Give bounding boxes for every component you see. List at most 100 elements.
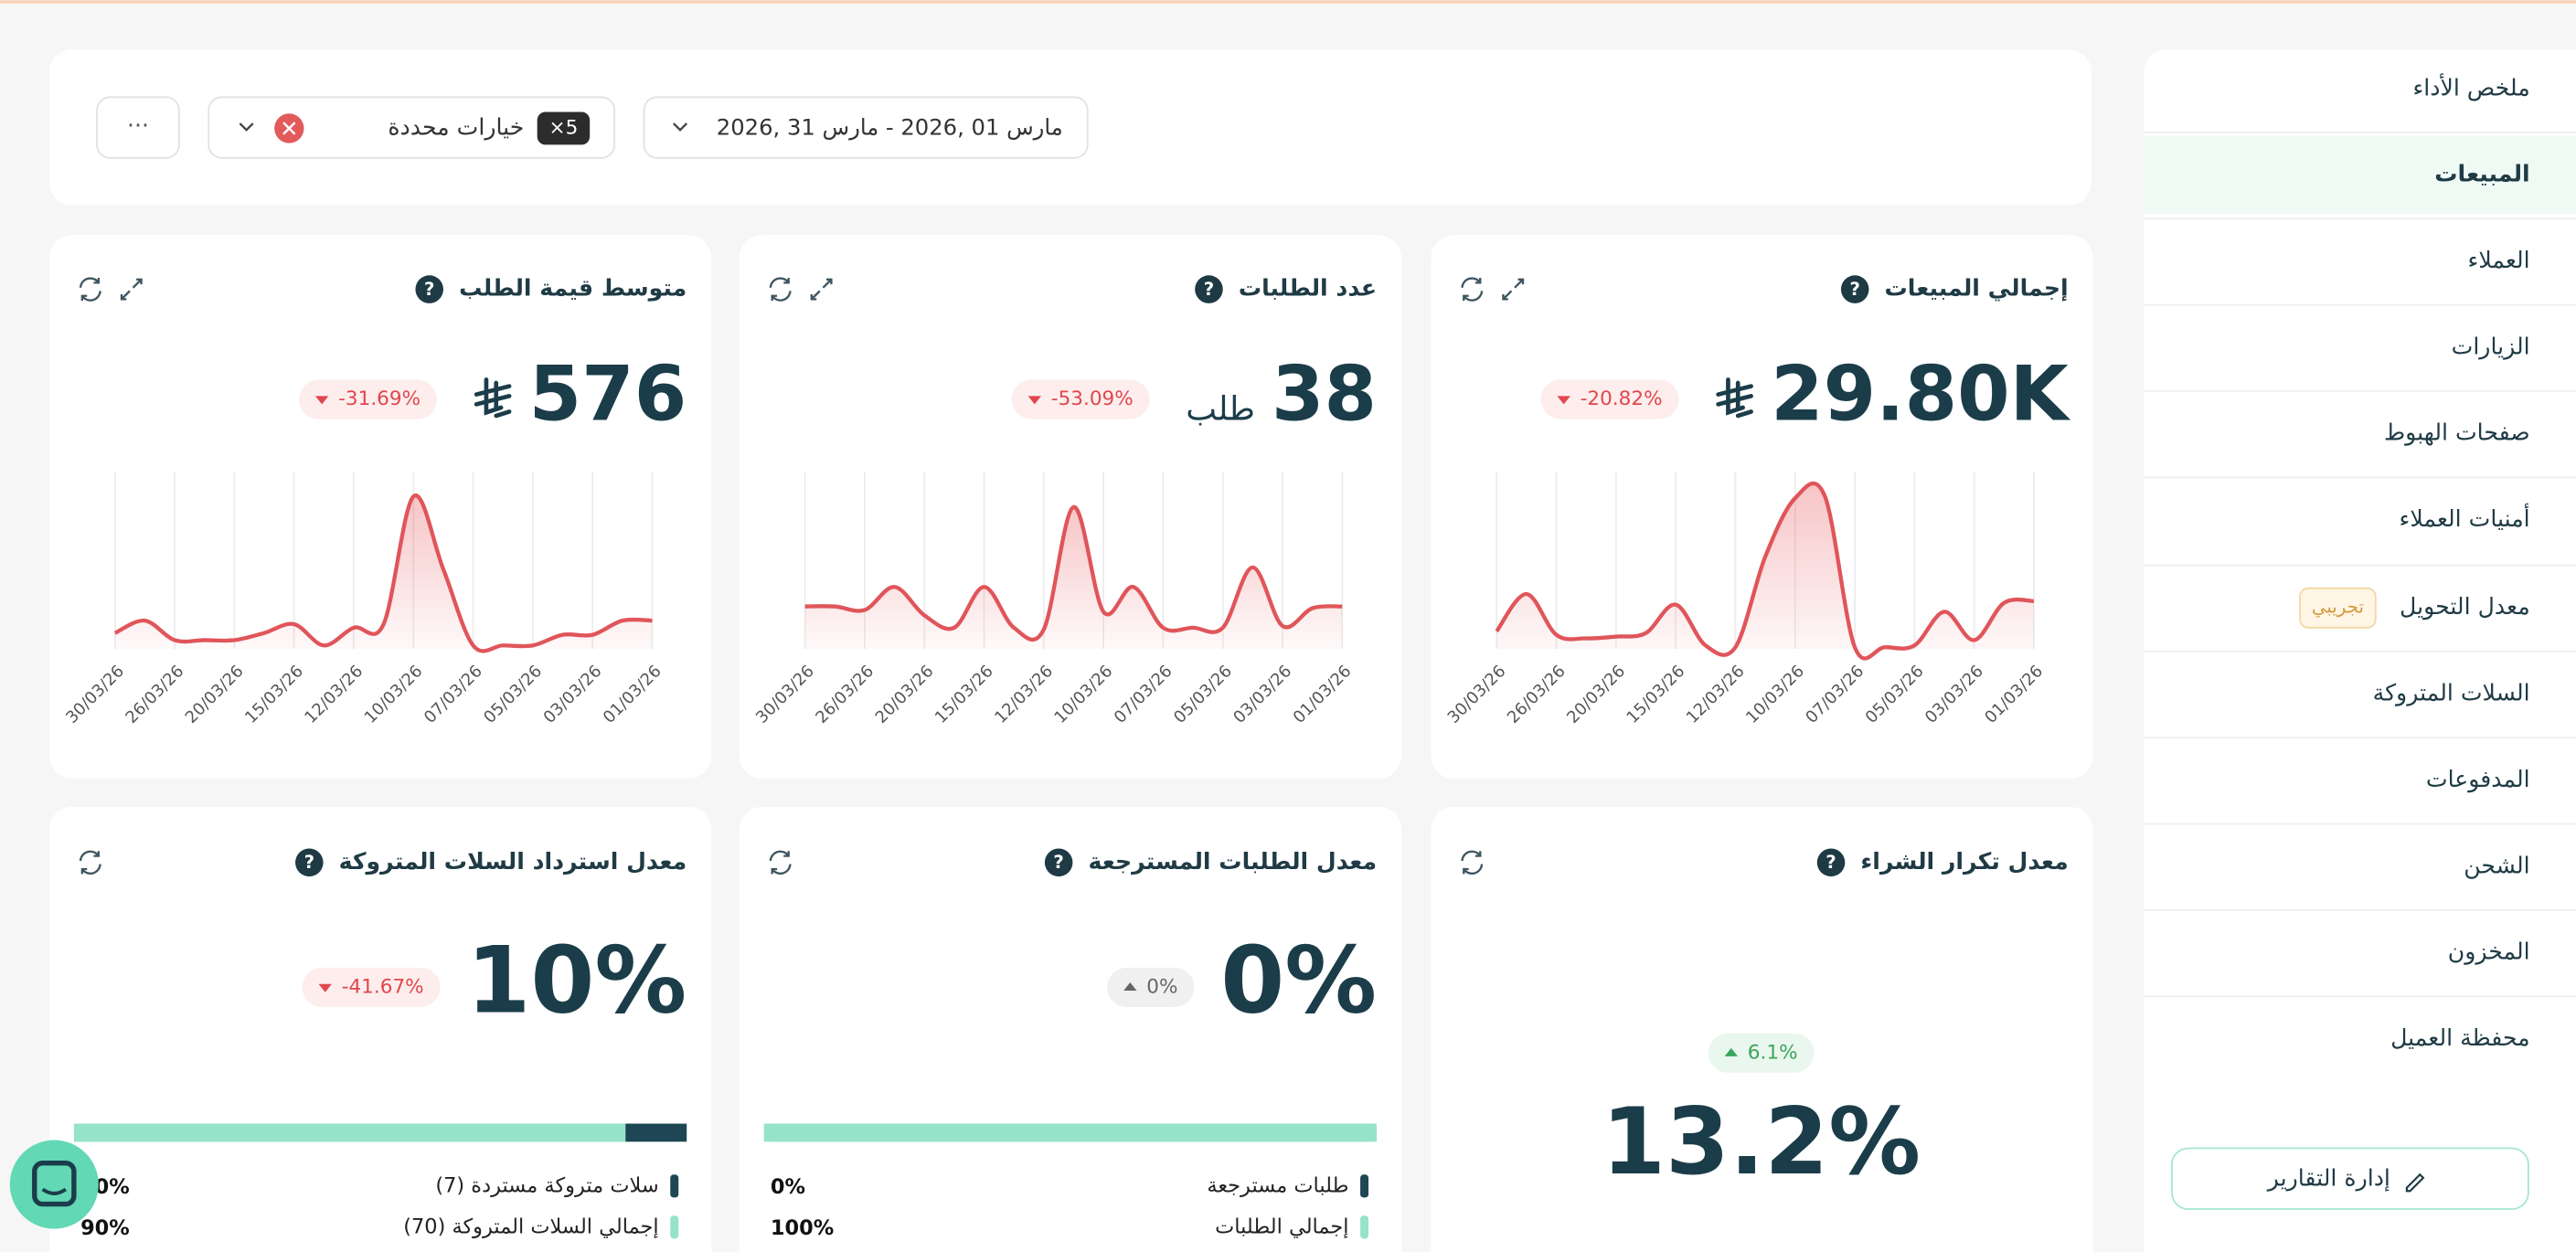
legend-value: 90% — [80, 1216, 130, 1240]
pencil-icon — [2405, 1172, 2425, 1193]
sparkline-line — [1495, 482, 2035, 661]
card-title: عدد الطلبات — [1239, 275, 1377, 302]
change-value: 0% — [1146, 975, 1177, 998]
expand-icon[interactable] — [1502, 278, 1525, 301]
help-icon[interactable] — [295, 848, 324, 877]
rate-value: 10% — [466, 928, 687, 1034]
more-button[interactable] — [96, 96, 180, 159]
rate-card — [1431, 806, 2093, 1252]
nav-item[interactable]: الشحن — [2464, 852, 2529, 879]
legend-label: طلبات مسترجعة — [1207, 1173, 1348, 1197]
date-range[interactable]: مارس 01 ,2026 - مارس 31 ,2026 — [717, 113, 1063, 140]
legend-marker — [1360, 1174, 1369, 1198]
chevron — [239, 122, 254, 132]
sparkline-area — [1496, 483, 2034, 659]
help-icon[interactable] — [1044, 848, 1073, 877]
sparkline-line — [804, 504, 1343, 642]
nav-item[interactable]: الزيارات — [2452, 333, 2530, 360]
chat-smile — [41, 1187, 68, 1195]
nav-item[interactable]: السلات المتروكة — [2373, 680, 2530, 707]
change-value: -31.69% — [338, 387, 420, 410]
progress-segment — [73, 1123, 626, 1142]
change-badge — [298, 379, 438, 419]
help-icon[interactable] — [1816, 848, 1846, 877]
refresh-icon[interactable] — [1461, 850, 1484, 875]
change-value: -41.67% — [342, 975, 424, 998]
expand-icon[interactable] — [810, 278, 833, 301]
nav-item[interactable]: محفظة العميل — [2390, 1024, 2530, 1051]
help-icon[interactable] — [1840, 275, 1869, 303]
help-mark: ? — [424, 279, 434, 300]
card-title: معدل استرداد السلات المتروكة — [339, 848, 687, 875]
refresh-icon[interactable] — [1461, 277, 1484, 302]
chat-button[interactable] — [9, 1140, 99, 1229]
refresh-icon[interactable] — [79, 277, 101, 302]
rate-value: 0% — [1220, 928, 1377, 1034]
count-badge — [537, 111, 591, 145]
chevron — [673, 122, 688, 132]
card-title: إجمالي المبيعات — [1885, 275, 2069, 302]
help-icon[interactable] — [415, 275, 443, 303]
top-bar — [0, 0, 2576, 4]
selection-label: خيارات محددة — [388, 113, 524, 140]
currency-icon — [1716, 377, 1753, 419]
card-title: متوسط قيمة الطلب — [459, 275, 687, 302]
change-badge — [1107, 967, 1195, 1007]
change-badge — [302, 967, 441, 1007]
active-item-bg — [2144, 135, 2576, 215]
manage-reports-label[interactable]: إدارة التقارير — [2266, 1165, 2390, 1193]
trend-arrow — [1557, 396, 1570, 405]
card-title: معدل الطلبات المسترجعة — [1089, 848, 1378, 875]
change-badge — [1708, 1033, 1815, 1073]
beta-badge — [2299, 587, 2377, 629]
manage-reports-button[interactable] — [2170, 1147, 2529, 1210]
refresh-icon[interactable] — [79, 850, 101, 875]
beta-badge-text: تجريبي — [2312, 597, 2364, 619]
nav-item[interactable]: أمنيات العملاء — [2400, 503, 2530, 532]
legend-marker — [670, 1174, 679, 1198]
legend-value: 100% — [771, 1216, 834, 1240]
legend-label: إجمالي الطلبات — [1215, 1215, 1348, 1238]
refresh-icon[interactable] — [769, 850, 792, 875]
sparkline-area — [804, 506, 1343, 650]
help-mark: ? — [1849, 279, 1859, 300]
legend-marker — [1360, 1215, 1369, 1239]
nav-item[interactable]: معدل التحويل — [2400, 593, 2530, 621]
refresh-icon[interactable] — [769, 277, 792, 302]
help-mark: ? — [1053, 852, 1063, 873]
nav-item[interactable]: صفحات الهبوط — [2384, 419, 2530, 447]
clear-x — [282, 122, 296, 135]
expand-icon[interactable] — [120, 278, 143, 301]
nav-item[interactable]: المدفوعات — [2426, 766, 2530, 793]
legend-label: سلات متروكة مستردة (7) — [435, 1173, 658, 1197]
change-value: -53.09% — [1051, 387, 1134, 410]
kpi-value: 29.80K — [1771, 350, 2070, 438]
help-icon[interactable] — [1195, 275, 1223, 303]
date-picker[interactable] — [643, 96, 1089, 159]
change-value: -20.82% — [1581, 387, 1663, 410]
nav-item[interactable]: المخزون — [2448, 939, 2530, 966]
selection-filter[interactable] — [208, 96, 616, 159]
nav-item[interactable]: المبيعات — [2434, 161, 2529, 187]
change-badge — [1011, 379, 1150, 419]
change-badge — [1540, 379, 1679, 419]
nav-item[interactable]: ملخص الأداء — [2412, 72, 2529, 101]
trend-arrow — [1027, 396, 1042, 405]
help-mark: ? — [1826, 852, 1836, 873]
kpi-value: 38 — [1272, 350, 1377, 438]
progress-segment — [625, 1123, 687, 1142]
currency-icon — [474, 377, 512, 419]
trend-arrow — [1123, 981, 1137, 991]
card-title: معدل تكرار الشراء — [1860, 848, 2068, 875]
chat-icon[interactable] — [32, 1160, 77, 1207]
legend-label: إجمالي السلات المتروكة (70) — [403, 1215, 658, 1238]
trend-arrow — [314, 396, 329, 405]
progress-segment — [763, 1123, 1378, 1142]
sparkline-line — [113, 493, 653, 653]
sparkline-area — [114, 495, 653, 652]
more-dots[interactable]: ··· — [127, 112, 149, 139]
trend-arrow — [1724, 1047, 1739, 1056]
nav-item[interactable]: العملاء — [2467, 247, 2529, 273]
